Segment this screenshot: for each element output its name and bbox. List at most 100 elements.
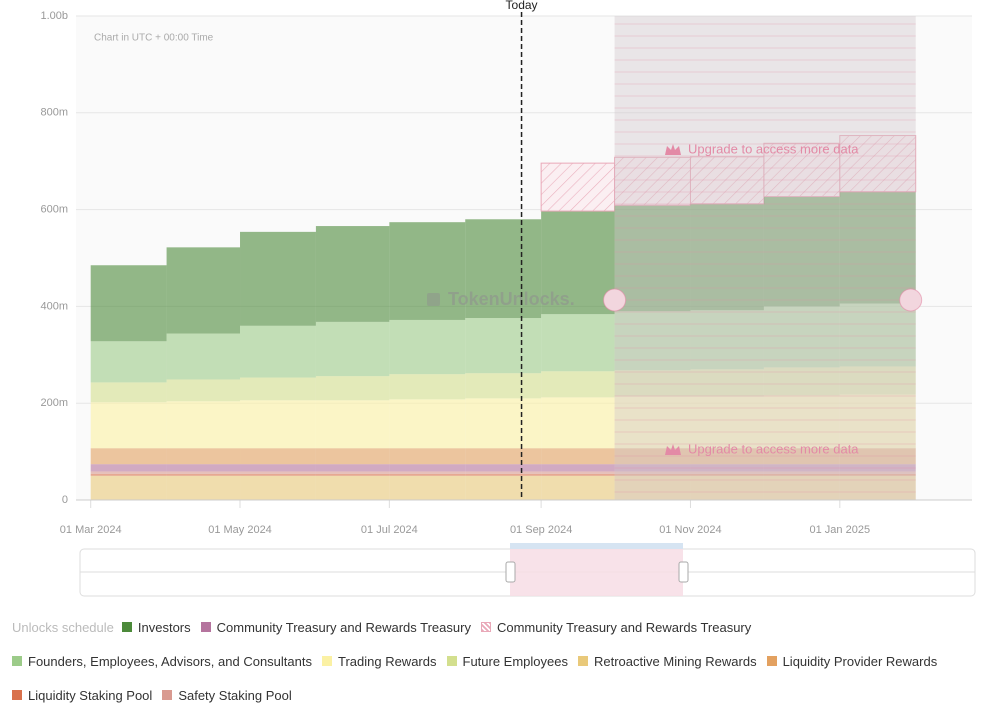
legend-label: Founders, Employees, Advisors, and Consu… xyxy=(28,653,312,669)
area-step xyxy=(690,203,764,311)
area-step xyxy=(240,464,316,472)
area-step xyxy=(240,377,316,401)
legend-item[interactable]: Community Treasury and Rewards Treasury xyxy=(200,618,471,636)
area-step xyxy=(90,382,167,403)
area-step xyxy=(541,473,615,476)
x-tick-label: 01 May 2024 xyxy=(208,524,272,536)
area-step xyxy=(166,464,241,472)
area-step xyxy=(763,196,840,307)
area-step xyxy=(763,448,840,465)
area-step xyxy=(614,396,691,449)
area-step xyxy=(541,211,615,315)
area-step xyxy=(465,473,542,476)
area-step xyxy=(839,475,916,500)
legend: Unlocks schedule Investors Community Treas… xyxy=(12,618,977,704)
legend-label: Liquidity Provider Rewards xyxy=(782,653,938,669)
x-tick-label: 01 Jul 2024 xyxy=(361,524,418,536)
legend-item[interactable]: Trading Rewards xyxy=(321,652,437,670)
legend-item[interactable]: Future Employees xyxy=(446,652,568,670)
area-step xyxy=(389,374,466,400)
legend-item[interactable]: Liquidity Provider Rewards xyxy=(766,652,938,670)
area-step xyxy=(763,367,840,396)
y-tick-label: 600m xyxy=(40,204,68,216)
area-step xyxy=(541,397,615,449)
y-tick-label: 1.00b xyxy=(40,10,68,22)
area-step xyxy=(166,333,241,380)
area-step xyxy=(90,475,167,500)
area-step xyxy=(614,464,691,472)
area-step xyxy=(315,464,390,472)
area-step xyxy=(763,464,840,472)
area-step xyxy=(839,471,916,474)
area-step xyxy=(389,464,466,472)
area-step xyxy=(315,471,390,474)
lock-icon xyxy=(899,288,923,312)
area-step xyxy=(315,321,390,377)
area-step xyxy=(166,471,241,474)
area-step xyxy=(541,314,615,372)
projected-area xyxy=(689,156,765,205)
chart: TokenUnlocks. Upgrade to access more dat… xyxy=(40,0,976,597)
area-step xyxy=(541,471,615,474)
timezone-note: Chart in UTC + 00:00 Time xyxy=(94,33,214,44)
area-step xyxy=(763,306,840,368)
area-step xyxy=(541,475,615,500)
area-step xyxy=(465,318,542,374)
area-step xyxy=(166,401,241,449)
area-step xyxy=(240,325,316,378)
area-step xyxy=(389,471,466,474)
area-step xyxy=(90,471,167,474)
legend-label: Liquidity Staking Pool xyxy=(28,687,153,703)
area-step xyxy=(166,475,241,500)
area-step xyxy=(614,370,691,397)
area-step xyxy=(839,366,916,395)
navigator-scrollbar[interactable] xyxy=(510,543,683,549)
area-step xyxy=(389,473,466,476)
legend-item[interactable]: Investors xyxy=(121,618,191,636)
area-step xyxy=(763,395,840,449)
area-step xyxy=(541,464,615,472)
legend-label: Safety Staking Pool xyxy=(178,687,292,703)
area-step xyxy=(240,400,316,449)
area-step xyxy=(839,464,916,472)
area-step xyxy=(389,399,466,449)
area-step xyxy=(166,247,241,334)
x-tick-label: 01 Mar 2024 xyxy=(60,524,122,536)
area-step xyxy=(690,471,764,474)
area-step xyxy=(389,319,466,375)
legend-item[interactable]: Founders, Employees, Advisors, and Consu… xyxy=(12,652,312,670)
x-tick-label: 01 Jan 2025 xyxy=(810,524,871,536)
area-step xyxy=(90,448,167,465)
y-tick-label: 800m xyxy=(40,107,68,119)
area-step xyxy=(465,373,542,399)
area-step xyxy=(90,341,167,383)
area-step xyxy=(240,448,316,465)
area-step xyxy=(90,402,167,449)
legend-item[interactable]: Liquidity Staking Pool xyxy=(12,686,152,704)
area-step xyxy=(690,464,764,472)
area-step xyxy=(240,475,316,500)
crown-icon xyxy=(665,144,681,155)
locked-overlay xyxy=(614,16,916,500)
area-step xyxy=(389,222,466,320)
area-step xyxy=(763,475,840,500)
area-step xyxy=(166,473,241,476)
legend-item[interactable]: Community Treasury and Rewards Treasury xyxy=(480,618,751,636)
legend-item[interactable]: Safety Staking Pool xyxy=(162,686,292,704)
area-step xyxy=(839,394,916,449)
area-step xyxy=(240,473,316,476)
navigator-selection[interactable] xyxy=(510,549,683,596)
legend-label: Trading Rewards xyxy=(337,653,437,669)
area-step xyxy=(465,475,542,500)
legend-swatch xyxy=(12,690,22,700)
area-step xyxy=(839,448,916,465)
area-step xyxy=(315,475,390,500)
legend-item[interactable]: Retroactive Mining Rewards xyxy=(578,652,757,670)
navigator-handle[interactable] xyxy=(678,561,689,583)
area-step xyxy=(465,471,542,474)
area-step xyxy=(315,376,390,401)
y-tick-label: 200m xyxy=(40,397,68,409)
legend-label: Retroactive Mining Rewards xyxy=(594,653,757,669)
navigator-handle[interactable] xyxy=(505,561,516,583)
x-tick-label: 01 Nov 2024 xyxy=(659,524,721,536)
